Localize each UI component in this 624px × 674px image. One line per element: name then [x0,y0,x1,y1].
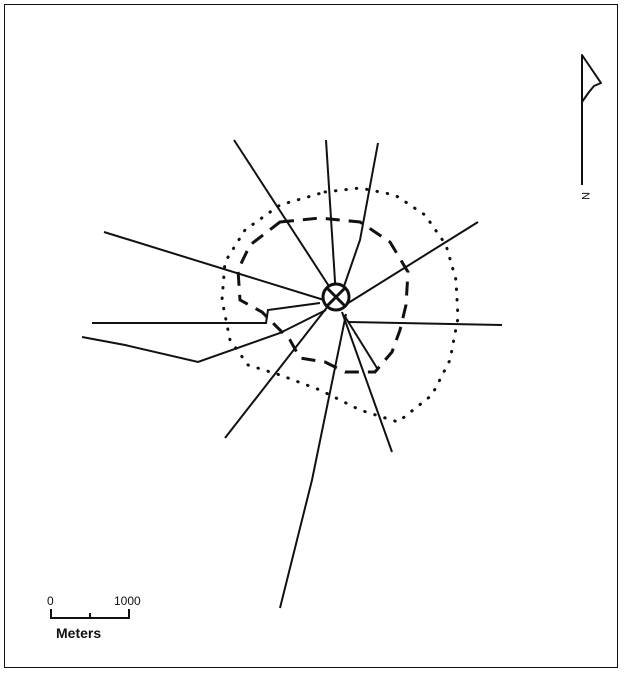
radial-line-n [325,139,337,298]
radial-line-s [279,313,347,609]
north-arrow-flag [581,54,602,103]
radial-line-ne [344,221,479,306]
radial-line-wsw [81,309,327,364]
north-label: N [579,192,591,200]
radial-line-nnw [233,139,337,298]
north-arrow: N [579,54,602,200]
scale-bar-start-label: 0 [47,594,54,608]
radial-line-e [347,321,503,326]
radial-line-wnw [103,231,325,301]
map-frame [4,4,618,668]
scale-bar-end-label: 1000 [114,594,141,608]
radial-line-nne [341,142,379,293]
radial-line-sse [341,311,393,453]
radial-line-se [343,314,378,369]
radial-line-w [92,302,321,324]
radial-line-sw [224,305,329,439]
radiating-lines [81,139,503,609]
scale-bar: 0 1000 Meters [47,594,141,641]
scale-bar-unit-label: Meters [56,625,101,641]
inner-dashed-boundary [236,216,410,374]
center-site-marker [321,282,351,312]
